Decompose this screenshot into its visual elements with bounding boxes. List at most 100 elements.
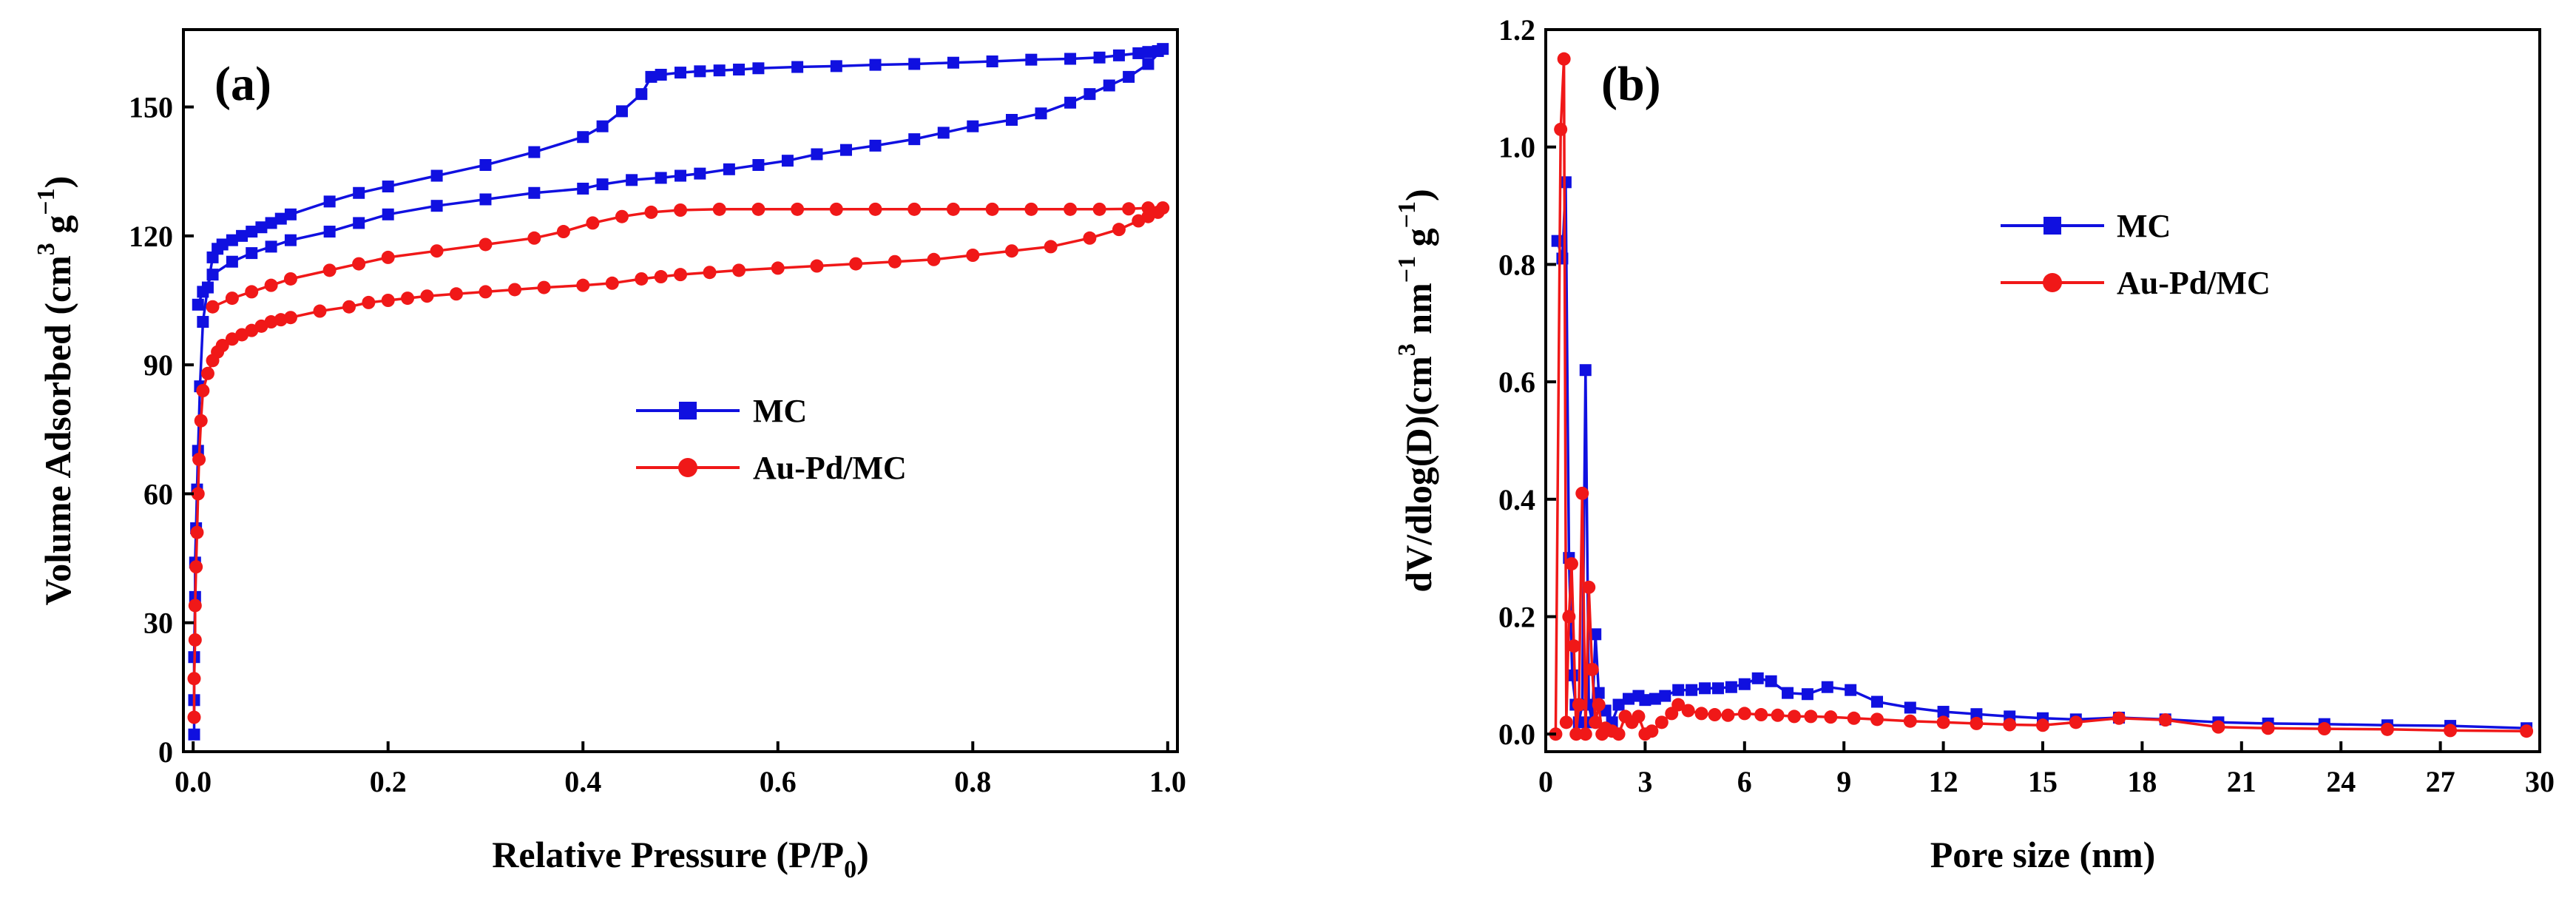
chart-a-data-point-au-pd-mc (1156, 201, 1170, 215)
chart-b-data-point-au-pd-mc (1654, 715, 1669, 729)
chart-a-data-point-au-pd-mc (1024, 202, 1038, 216)
chart-b-data-point-au-pd-mc (1754, 708, 1768, 722)
chart-b-data-point-mc (1937, 706, 1950, 718)
chart-b-data-point-au-pd-mc (1708, 708, 1722, 722)
chart-b-data-point-mc (1711, 682, 1724, 695)
chart-a-data-point-mc (255, 221, 268, 234)
chart-b-legend-label-aupd: Au-Pd/MC (2117, 265, 2271, 301)
chart-a-data-point-au-pd-mc (1064, 202, 1078, 216)
chart-a-frame (182, 28, 1179, 753)
chart-b-data-point-mc (1672, 684, 1685, 696)
chart-a-data-point-mc (265, 217, 277, 229)
chart-a-data-point-mc (811, 148, 823, 161)
chart-a-data-point-mc (713, 64, 726, 77)
chart-a-data-point-au-pd-mc (479, 285, 493, 299)
chart-b-data-point-mc (1592, 687, 1605, 699)
chart-a-data-point-au-pd-mc (751, 202, 765, 216)
chart-b-data-point-au-pd-mc (2261, 721, 2275, 735)
chart-a-data-point-au-pd-mc (1122, 202, 1136, 216)
chart-a-data-point-mc (908, 58, 921, 70)
chart-a-data-point-mc (869, 139, 882, 152)
chart-a-data-point-au-pd-mc (194, 414, 208, 428)
chart-a-data-point-au-pd-mc (644, 205, 658, 219)
chart-a-data-point-au-pd-mc (1141, 201, 1155, 215)
chart-a-data-point-mc (675, 67, 686, 79)
chart-a-data-point-mc (1035, 107, 1047, 120)
chart-a-data-point-mc (937, 127, 950, 139)
chart-a-legend: MC Au-Pd/MC (636, 393, 907, 486)
chart-b-data-point-au-pd-mc (1564, 557, 1578, 571)
chart-a-data-point-mc (1142, 58, 1155, 70)
chart-b-data-point-au-pd-mc (1572, 698, 1586, 712)
chart-b-data-point-au-pd-mc (1612, 727, 1626, 741)
chart-b-data-point-au-pd-mc (1645, 724, 1659, 738)
chart-b-data-point-au-pd-mc (1870, 712, 1884, 727)
chart-a-data-point-mc (752, 159, 765, 171)
chart-b-data-point-au-pd-mc (1804, 710, 1818, 724)
chart-b-data-point-mc (1649, 692, 1661, 705)
chart-b-data-point-au-pd-mc (1721, 708, 1735, 722)
chart-b-data-point-au-pd-mc (2520, 724, 2534, 738)
chart-a-data-point-mc (781, 155, 794, 167)
chart-b-x-tick-label: 0 (1538, 765, 1553, 798)
chart-a-data-point-mc (1064, 96, 1077, 109)
chart-b-data-point-mc (1904, 701, 1916, 714)
chart-a-data-point-au-pd-mc (508, 283, 521, 297)
chart-b-y-axis-title: dV/dlog(D)(cm3 nm−1 g−1) (1393, 189, 1439, 592)
chart-b-legend: MC Au-Pd/MC (2001, 208, 2271, 301)
chart-b-legend-marker-mc (2043, 217, 2061, 235)
chart-b-y-tick-label: 0.8 (1498, 248, 1535, 281)
chart-a-data-point-au-pd-mc (674, 268, 687, 282)
chart-a-data-point-au-pd-mc (401, 291, 415, 306)
chart-a-data-point-mc (265, 240, 277, 253)
chart-a-y-axis-title: Volume Adsorbed (cm3 g−1) (33, 176, 78, 606)
chart-a-legend-marker-mc (679, 402, 697, 419)
chart-a-data-point-au-pd-mc (927, 252, 941, 266)
chart-a-data-point-mc (723, 163, 735, 175)
chart-b-data-point-mc (1612, 698, 1625, 711)
chart-a-data-point-au-pd-mc (342, 300, 356, 314)
chart-b-data-point-au-pd-mc (1559, 715, 1573, 729)
chart-b-data-point-mc (1765, 675, 1777, 687)
chart-a-data-point-mc (947, 56, 959, 69)
chart-a-data-point-mc (655, 69, 667, 81)
chart-b-data-point-au-pd-mc (2317, 722, 2331, 736)
chart-b-y-tick-label: 0.2 (1498, 600, 1535, 633)
chart-a-y-tick-label: 120 (129, 220, 173, 253)
chart-a-data-point-mc (577, 131, 589, 144)
chart-b-data-point-au-pd-mc (2380, 722, 2394, 736)
chart-a-data-point-mc (1123, 70, 1135, 83)
chart-a-data-point-mc (246, 226, 258, 238)
chart-panel-b: 0 3 6 9 12 15 18 21 24 27 300.00.20.40.60.81.01.2 … (1393, 13, 2555, 875)
chart-a-data-point-au-pd-mc (576, 278, 590, 292)
chart-a-data-point-mc (323, 226, 336, 238)
chart-b-x-tick-label: 18 (2127, 765, 2157, 798)
chart-a-data-point-au-pd-mc (537, 280, 551, 294)
chart-a-data-point-au-pd-mc (200, 366, 214, 380)
chart-a-data-point-au-pd-mc (1044, 240, 1058, 254)
chart-b-data-point-mc (1556, 252, 1569, 265)
chart-b-data-point-au-pd-mc (1567, 639, 1581, 653)
chart-b-data-point-au-pd-mc (1554, 122, 1568, 136)
chart-b-data-point-au-pd-mc (2444, 724, 2458, 738)
chart-a-x-tick-label: 0.4 (564, 765, 601, 798)
chart-b-panel-label: (b) (1601, 57, 1661, 111)
chart-b-data-point-mc (1782, 687, 1794, 699)
chart-a-data-point-mc (197, 286, 209, 298)
chart-a-data-point-au-pd-mc (215, 339, 229, 352)
chart-a-data-point-mc (430, 169, 443, 182)
chart-b-data-point-au-pd-mc (2112, 711, 2126, 725)
chart-a-data-point-au-pd-mc (527, 231, 541, 245)
chart-a-data-point-au-pd-mc (712, 202, 726, 216)
chart-b-data-point-au-pd-mc (1569, 727, 1583, 741)
chart-b-data-point-au-pd-mc (1903, 714, 1917, 728)
chart-a-data-point-mc (216, 238, 229, 251)
chart-a-data-point-au-pd-mc (479, 237, 493, 252)
chart-b-data-point-mc (1699, 682, 1711, 695)
chart-b-data-point-au-pd-mc (1582, 580, 1596, 594)
chart-a-data-point-mc (188, 728, 200, 741)
chart-b-data-point-au-pd-mc (1592, 698, 1606, 712)
chart-a-data-point-au-pd-mc (352, 257, 366, 271)
chart-a-data-point-mc (236, 229, 249, 242)
